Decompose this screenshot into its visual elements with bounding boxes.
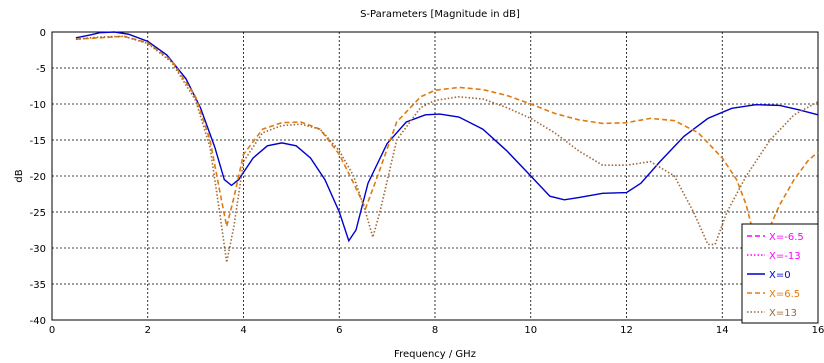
x-tick-label: 16 [812,325,824,336]
y-tick-label: 0 [40,28,46,39]
y-axis-label: dB [14,169,25,182]
legend-entry: X=0 [769,270,791,281]
x-tick-label: 6 [336,325,342,336]
y-tick-label: -30 [30,244,46,255]
x-tick-label: 0 [49,325,55,336]
grid [52,32,818,320]
x-axis-label: Frequency / GHz [394,349,476,360]
x-tick-label: 2 [145,325,151,336]
x-tick-label: 14 [716,325,729,336]
y-tick-label: -40 [30,316,46,327]
y-tick-label: -15 [30,136,46,147]
y-tick-label: -10 [30,100,46,111]
x-tick-label: 4 [240,325,246,336]
x-tick-label: 10 [524,325,537,336]
legend-entry: X=6.5 [769,289,800,300]
y-axis-ticks: 0 -5 -10 -15 -20 -25 -30 -35 -40 [30,28,46,327]
y-tick-label: -25 [30,208,46,219]
y-tick-label: -35 [30,280,46,291]
x-tick-label: 12 [620,325,633,336]
x-axis-ticks: 0 2 4 6 8 10 12 14 16 [49,325,824,336]
legend: X=-6.5 X=-13 X=0 X=6.5 X=13 [741,223,819,324]
legend-entry: X=13 [769,308,797,319]
series-line-2 [75,31,819,243]
plot-frame [51,31,819,321]
series-line-3 [75,35,819,243]
chart-title: S-Parameters [Magnitude in dB] [360,9,520,20]
legend-entry: X=-6.5 [769,232,804,243]
x-tick-label: 8 [432,325,438,336]
y-tick-label: -20 [30,172,46,183]
legend-entry: X=-13 [769,251,801,262]
y-tick-label: -5 [36,64,46,75]
series-lines [75,31,819,263]
series-line-4 [75,35,819,263]
